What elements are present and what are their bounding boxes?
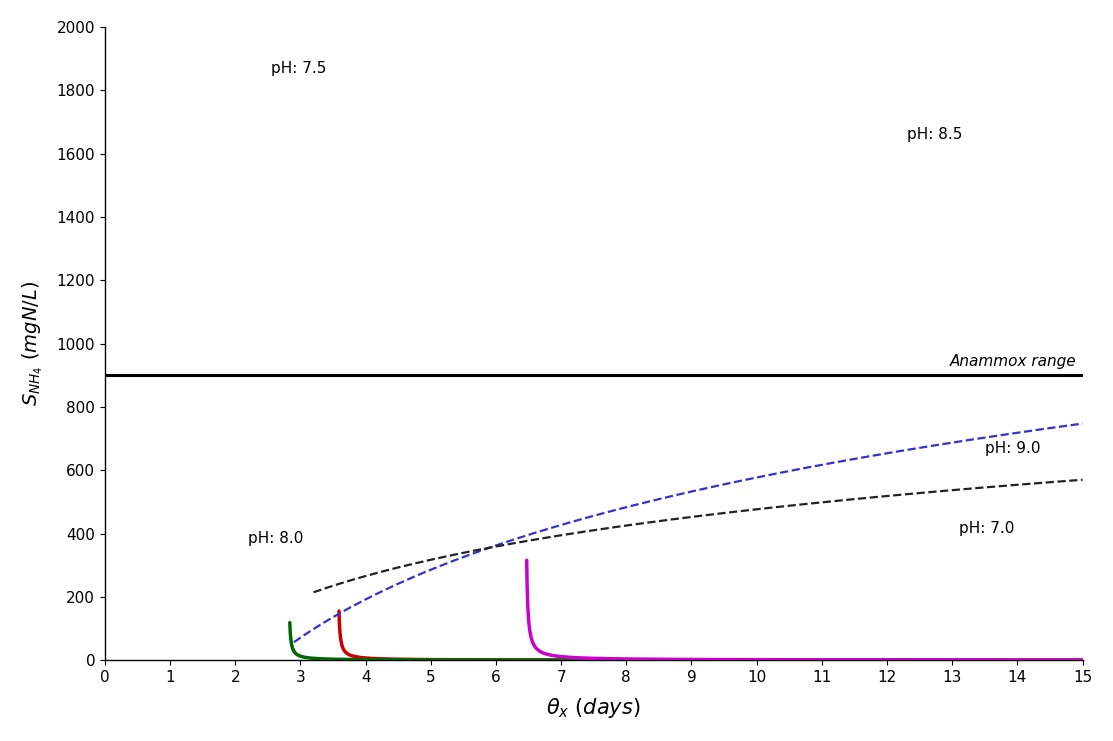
- Text: pH: 7.5: pH: 7.5: [272, 61, 326, 76]
- Text: pH: 8.0: pH: 8.0: [248, 531, 304, 546]
- Text: pH: 9.0: pH: 9.0: [985, 441, 1041, 456]
- Text: Anammox range: Anammox range: [949, 354, 1076, 369]
- Y-axis label: $S_{NH_4}\ (mgN/L)$: $S_{NH_4}\ (mgN/L)$: [21, 281, 46, 406]
- Text: pH: 8.5: pH: 8.5: [907, 127, 962, 142]
- Text: pH: 7.0: pH: 7.0: [958, 522, 1014, 536]
- X-axis label: $\theta_x\ (days)$: $\theta_x\ (days)$: [546, 696, 641, 720]
